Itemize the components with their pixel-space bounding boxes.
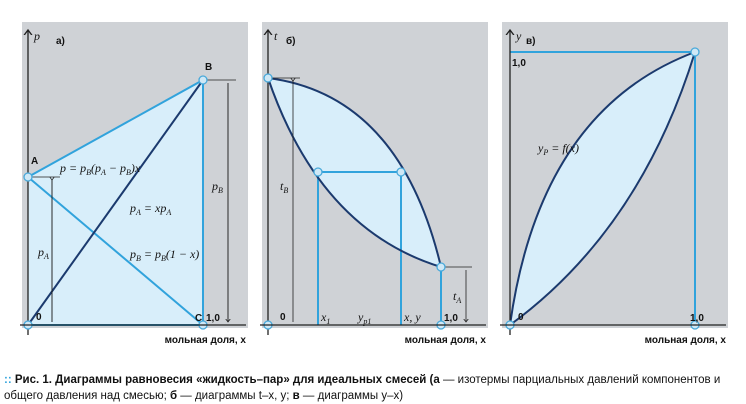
formula: tA <box>453 289 461 305</box>
formula-part: p <box>211 179 218 193</box>
subscript: A <box>165 208 171 217</box>
caption-text: — изотермы парциальных давлений компонен… <box>4 374 721 402</box>
axis-label: мольная доля, x <box>165 335 247 346</box>
area <box>510 52 695 325</box>
formula-part: − p <box>106 161 126 175</box>
figure: p а) A B C 0 1,0 мольная доля, x t б) 0 … <box>20 22 728 346</box>
panel-tag: б) <box>286 35 296 47</box>
panel-tag: а) <box>56 36 65 47</box>
subscript: B <box>218 186 223 195</box>
formula: pA <box>37 245 49 261</box>
subscript: p1 <box>362 317 371 326</box>
subscript: 1 <box>326 317 330 326</box>
formula: pB = pB(1 − x) <box>129 247 199 263</box>
formula: pB <box>211 179 223 195</box>
subscript: B <box>136 254 141 263</box>
formula-part: (p <box>91 161 101 175</box>
formula: yP = f(x) <box>537 141 579 157</box>
caption-letter: а <box>433 374 440 386</box>
axis-label: y <box>515 29 522 43</box>
tick-label: x, y <box>403 310 421 324</box>
caption-text: — диаграммы t–x, y; <box>177 390 293 402</box>
formula-part: = f(x) <box>548 141 579 155</box>
formula: tB <box>280 179 288 195</box>
point <box>436 262 446 272</box>
formula: x1 <box>320 310 330 326</box>
formula-part: p <box>37 245 44 259</box>
formula-part: )x <box>130 161 141 175</box>
subscript: A <box>135 208 141 217</box>
subscript: A <box>43 252 49 261</box>
formula-part: t <box>280 179 284 193</box>
tick-label: 1,0 <box>444 313 458 324</box>
subscript: A <box>455 296 461 305</box>
formula-part: p <box>129 247 136 261</box>
formula-part: p <box>129 201 136 215</box>
formula-part: = p <box>141 247 161 261</box>
axis-label: t <box>274 29 278 43</box>
tick-label: 0 <box>36 312 42 323</box>
tick-label: 1,0 <box>512 58 526 69</box>
formula: p = pB(pA − pB)x <box>59 161 141 177</box>
point-label: B <box>205 62 212 73</box>
axis-label: p <box>33 29 40 43</box>
caption-title: Рис. 1. Диаграммы равновесия «жидкость–п… <box>14 374 434 386</box>
subscript: B <box>161 254 166 263</box>
formula-part: x <box>320 310 327 324</box>
point <box>198 75 208 85</box>
point-label: C <box>195 313 202 324</box>
subscript: A <box>100 168 106 177</box>
point <box>313 167 323 177</box>
caption-letter: в <box>292 390 300 402</box>
caption-text: — диаграммы y–x) <box>299 390 404 402</box>
caption: :: Рис. 1. Диаграммы равновесия «жидкост… <box>4 372 744 404</box>
dimension <box>52 83 228 322</box>
axis-label: мольная доля, x <box>645 335 727 346</box>
point <box>263 73 273 83</box>
tick-label: 0 <box>518 312 524 323</box>
tick-label: 1,0 <box>206 313 220 324</box>
subscript: B <box>86 168 91 177</box>
point-label: A <box>31 156 38 167</box>
formula: pA = xpA <box>129 201 171 217</box>
caption-marker: :: <box>4 374 12 386</box>
formula-part: = xp <box>141 201 166 215</box>
point <box>396 167 406 177</box>
formula-part: y <box>357 310 364 324</box>
formula-part: p = p <box>59 161 86 175</box>
panel-tag: в) <box>526 36 535 47</box>
axis-label: мольная доля, x <box>405 335 487 346</box>
point <box>690 47 700 57</box>
point <box>23 172 33 182</box>
subscript: B <box>283 186 288 195</box>
tick-label: 0 <box>280 312 286 323</box>
formula-part: y <box>537 141 544 155</box>
formula-part: (1 − x) <box>166 247 199 261</box>
dimension <box>28 79 236 322</box>
formula: yp1 <box>357 310 371 326</box>
tick-label: 1,0 <box>690 313 704 324</box>
dimension <box>293 81 466 322</box>
subscript: B <box>126 168 131 177</box>
curve <box>509 51 696 326</box>
caption-letter: б <box>169 390 178 402</box>
formula-part: t <box>453 289 457 303</box>
subscript: P <box>542 148 548 157</box>
